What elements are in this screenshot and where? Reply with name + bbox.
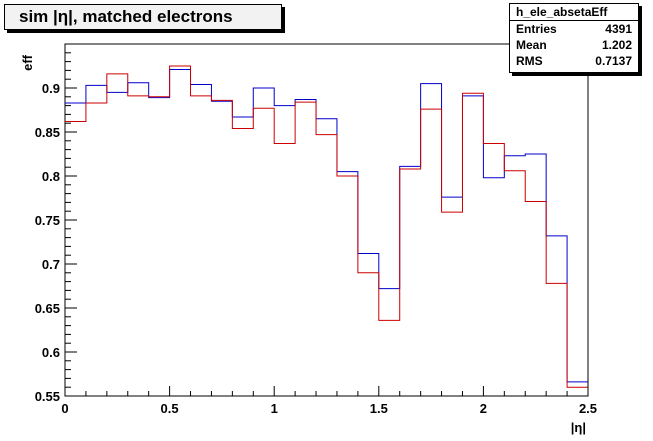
series-1-line — [65, 69, 588, 383]
y-tick-label: 0.85 — [35, 125, 60, 140]
y-tick-label: 0.7 — [42, 257, 60, 272]
x-tick-label: 1.5 — [370, 401, 388, 416]
stats-row-mean: Mean 1.202 — [510, 37, 638, 53]
x-tick-label: 0 — [61, 401, 68, 416]
stats-row-rms: RMS 0.7137 — [510, 53, 638, 69]
plot-frame — [64, 43, 589, 397]
x-axis-label: |η| — [571, 420, 586, 435]
x-tick-label: 0.5 — [161, 401, 179, 416]
y-tick-label: 0.6 — [42, 345, 60, 360]
y-tick-label: 0.65 — [35, 301, 60, 316]
y-tick-label: 0.75 — [35, 213, 60, 228]
stats-name: h_ele_absetaEff — [510, 4, 638, 21]
title-box: sim |η|, matched electrons — [4, 4, 282, 30]
axis-layer: 0 0.5 1 1.5 2 2.5 0.55 0.6 0.65 0.7 0.75 0.8 0.85 0.9 — [35, 43, 597, 416]
stats-rms-label: RMS — [516, 54, 543, 68]
y-tick-label: 0.8 — [42, 169, 60, 184]
stats-entries-label: Entries — [516, 22, 557, 36]
x-tick-label: 2.5 — [579, 401, 597, 416]
x-tick-label: 1 — [271, 401, 278, 416]
stats-entries-value: 4391 — [605, 22, 632, 36]
stats-box: h_ele_absetaEff Entries 4391 Mean 1.202 … — [509, 3, 639, 73]
y-axis-label: eff — [20, 54, 35, 71]
series-layer — [65, 65, 588, 388]
series-2-line — [65, 65, 588, 388]
stats-mean-label: Mean — [516, 38, 547, 52]
stats-rms-value: 0.7137 — [595, 54, 632, 68]
x-tick-label: 2 — [480, 401, 487, 416]
stats-mean-value: 1.202 — [601, 38, 632, 52]
y-tick-label: 0.9 — [42, 81, 60, 96]
y-tick-label: 0.55 — [35, 389, 60, 404]
stats-row-entries: Entries 4391 — [510, 21, 638, 37]
chart-title: sim |η|, matched electrons — [19, 7, 233, 26]
